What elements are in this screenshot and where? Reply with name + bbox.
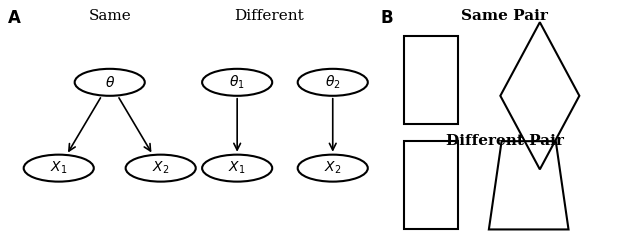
Circle shape — [202, 69, 272, 96]
Text: $\theta_2$: $\theta_2$ — [325, 74, 340, 91]
Circle shape — [298, 69, 368, 96]
Text: $X_1$: $X_1$ — [228, 160, 246, 176]
Text: Same: Same — [88, 9, 131, 23]
Text: B: B — [381, 9, 393, 27]
Circle shape — [202, 155, 272, 182]
Text: Same Pair: Same Pair — [461, 9, 548, 23]
Text: $\theta_1$: $\theta_1$ — [229, 74, 245, 91]
Circle shape — [75, 69, 145, 96]
Text: Different Pair: Different Pair — [446, 134, 564, 148]
Text: A: A — [8, 9, 20, 27]
Text: Different: Different — [234, 9, 304, 23]
Text: $X_1$: $X_1$ — [50, 160, 67, 176]
Circle shape — [298, 155, 368, 182]
Text: $\theta$: $\theta$ — [104, 75, 115, 90]
Circle shape — [24, 155, 94, 182]
Circle shape — [125, 155, 196, 182]
Text: $X_2$: $X_2$ — [152, 160, 170, 176]
Text: $X_2$: $X_2$ — [324, 160, 341, 176]
